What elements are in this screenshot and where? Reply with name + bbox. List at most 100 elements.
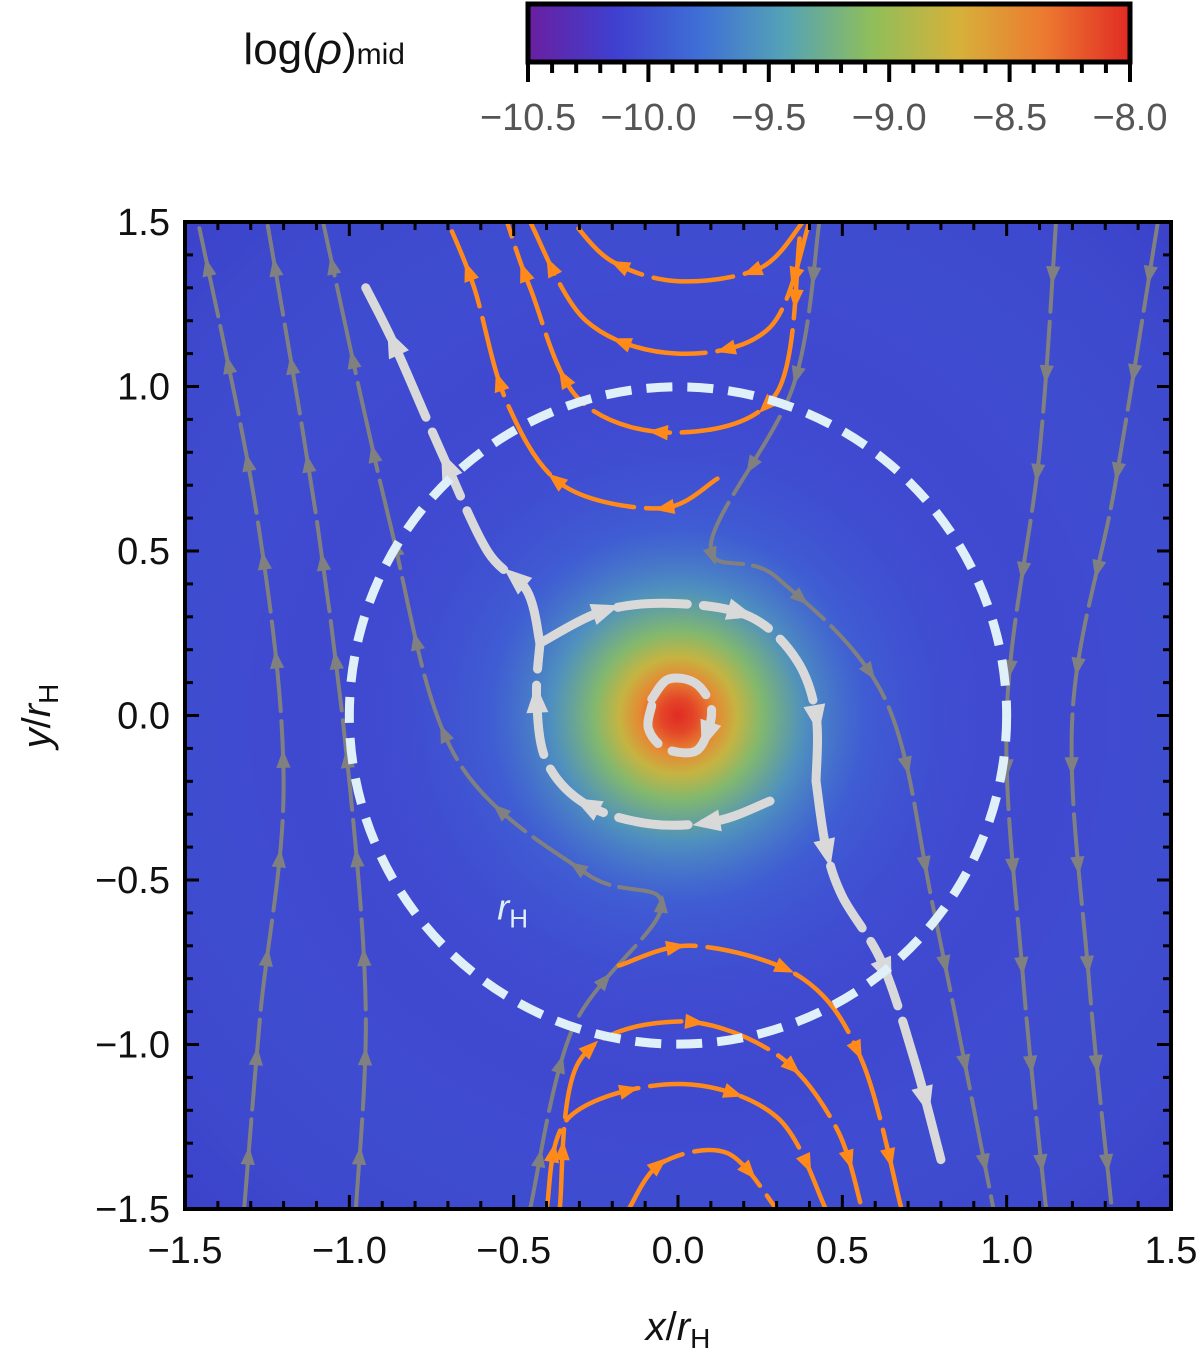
x-tick-label: −1.5 bbox=[147, 1230, 222, 1272]
streamline-arrow bbox=[327, 256, 342, 276]
streamline-arrow bbox=[276, 749, 291, 769]
streamline-horseshoe bbox=[544, 1081, 829, 1209]
streamline-arrow bbox=[1017, 561, 1032, 581]
streamline-arrow bbox=[746, 454, 762, 474]
streamline-arrow bbox=[780, 1055, 801, 1075]
streamline-arrow bbox=[223, 355, 238, 375]
streamline-arrow bbox=[897, 755, 912, 775]
colorbar-tick-label: −9.0 bbox=[852, 97, 927, 139]
streamline-arrow bbox=[858, 660, 876, 680]
streamline-arrow bbox=[911, 1084, 933, 1115]
streamline-arrow bbox=[1143, 264, 1158, 285]
streamline-arrow bbox=[368, 444, 383, 464]
streamline-arrow bbox=[646, 1158, 667, 1177]
streamline-arrow bbox=[789, 587, 809, 605]
streamline-arrow bbox=[702, 545, 717, 566]
streamline-arrow bbox=[520, 262, 535, 284]
streamline-arrow bbox=[617, 1084, 639, 1100]
streamline-arrow bbox=[788, 288, 804, 310]
streamline-arrow bbox=[329, 651, 344, 670]
plot-area: rH −1.5 −1.0 −0.5 0.0 0.5 1.0 1.5 1.5 1.0 0.5 0.0… bbox=[95, 202, 1197, 1272]
streamline-arrow bbox=[387, 329, 409, 360]
streamline-arrow bbox=[351, 1146, 367, 1166]
streamline-arrow bbox=[1033, 1153, 1048, 1173]
streamline-arrow bbox=[813, 837, 835, 867]
streamline-arrow bbox=[1046, 265, 1061, 285]
y-tick-label: 1.0 bbox=[117, 367, 170, 409]
streamline-arrow bbox=[357, 1047, 373, 1066]
colorbar-tick-label: −9.5 bbox=[731, 97, 806, 139]
hill-radius-circle bbox=[344, 382, 1012, 1049]
streamline-arrow bbox=[257, 551, 272, 571]
colorbar-tick-label: −10.0 bbox=[600, 97, 696, 139]
streamline-arrow bbox=[269, 258, 284, 278]
streamline-arrow bbox=[526, 684, 549, 714]
streamline-arrow bbox=[258, 948, 273, 968]
streamline-arrow bbox=[611, 338, 633, 353]
axis-ticks bbox=[183, 220, 1173, 1211]
streamline-arrow bbox=[1111, 461, 1127, 481]
colorbar-label: log(ρ)mid bbox=[243, 25, 405, 74]
streamline-arrow bbox=[916, 855, 931, 875]
colorbar-tick-label: −10.5 bbox=[480, 97, 576, 139]
streamline-arrow bbox=[803, 703, 826, 733]
streamline-arrow bbox=[554, 1140, 570, 1161]
streamline-arrow bbox=[1128, 363, 1143, 383]
y-tick-label: −0.5 bbox=[95, 860, 170, 902]
streamline-arrow bbox=[1092, 558, 1107, 579]
streamline-arrow bbox=[692, 809, 722, 832]
y-tick-label: 0.5 bbox=[117, 531, 170, 573]
streamline-horseshoe bbox=[527, 222, 812, 356]
streamline-arrow bbox=[700, 718, 722, 749]
y-tick-label: 0.0 bbox=[117, 696, 170, 738]
streamline-arrow bbox=[441, 451, 463, 482]
streamline-arrow bbox=[411, 632, 425, 652]
hill-radius-label: rH bbox=[497, 886, 528, 933]
streamline-arrow bbox=[610, 260, 632, 277]
streamline-arrow bbox=[1031, 463, 1046, 483]
streamline-arrow bbox=[242, 453, 257, 473]
streamline-arrow bbox=[737, 1159, 756, 1180]
streamline-arrow bbox=[772, 957, 795, 973]
streamline-arrow bbox=[880, 1147, 896, 1168]
streamline-arrow bbox=[936, 954, 951, 974]
streamline-horseshoe bbox=[570, 222, 806, 284]
x-tick-label: −1.0 bbox=[312, 1230, 387, 1272]
streamline-arrow bbox=[573, 798, 604, 821]
x-tick-label: 1.0 bbox=[980, 1230, 1033, 1272]
streamline-arrow bbox=[716, 339, 738, 355]
streamline-horseshoe bbox=[626, 1147, 779, 1209]
streamline-arrow bbox=[1088, 1054, 1103, 1074]
streamline-arrow bbox=[531, 1148, 546, 1169]
streamline-arrow bbox=[1070, 856, 1085, 875]
streamline-arrow bbox=[286, 356, 301, 376]
streamline-arrow bbox=[248, 1047, 263, 1066]
streamline-arrow bbox=[1079, 955, 1094, 975]
x-tick-label: 0.0 bbox=[652, 1230, 705, 1272]
streamline-arrow bbox=[721, 1083, 743, 1098]
streamline-arrow bbox=[302, 454, 317, 474]
streamline-circumplanetary bbox=[361, 283, 545, 648]
streamline-arrow bbox=[791, 365, 806, 385]
density-peak bbox=[258, 295, 1098, 1136]
streamline-arrow bbox=[807, 266, 822, 286]
y-tick-label: −1.5 bbox=[95, 1189, 170, 1231]
x-tick-label: 0.5 bbox=[816, 1230, 869, 1272]
streamline-arrow bbox=[742, 260, 764, 276]
streamline-arrow bbox=[838, 1148, 854, 1170]
streamline-arrow bbox=[1014, 956, 1029, 976]
streamline-arrow bbox=[1098, 1153, 1114, 1173]
streamline-arrow bbox=[724, 598, 755, 620]
streamline-arrow bbox=[316, 552, 332, 572]
streamline-arrow bbox=[551, 1055, 565, 1075]
streamline-arrow bbox=[653, 894, 669, 914]
x-tick-label: −0.5 bbox=[476, 1230, 551, 1272]
streamlines bbox=[196, 222, 1160, 1209]
streamline-arrow bbox=[559, 369, 576, 391]
streamline-arrow bbox=[665, 940, 686, 956]
streamline-arrow bbox=[347, 350, 362, 370]
colorbar-ticks: −10.5 −10.0 −9.5 −9.0 −8.5 −8.0 bbox=[480, 62, 1168, 139]
streamline-arrow bbox=[240, 1146, 255, 1166]
streamline-arrow bbox=[578, 1040, 599, 1060]
streamline-horseshoe bbox=[557, 1019, 865, 1209]
